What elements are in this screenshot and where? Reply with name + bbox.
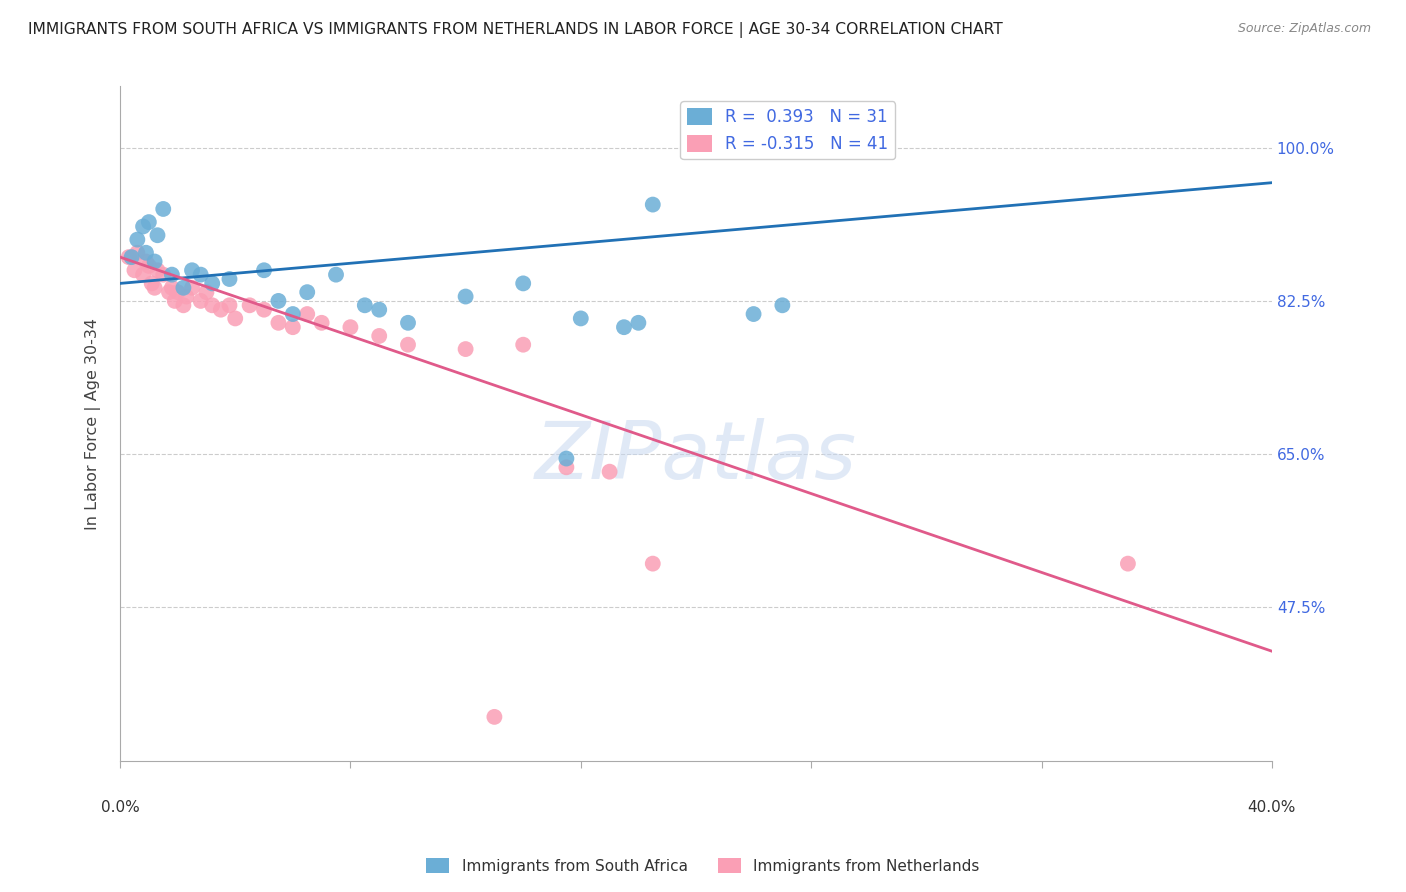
Point [127,245,149,260]
Point [281,320,304,334]
Point [209,302,232,317]
Point [166,285,188,300]
Point [555,460,578,475]
Text: Source: ZipAtlas.com: Source: ZipAtlas.com [1237,22,1371,36]
Point [297,307,319,321]
Y-axis label: In Labor Force | Age 30-34: In Labor Force | Age 30-34 [86,318,101,530]
Point [368,329,391,343]
Point [599,465,621,479]
Point [224,311,246,326]
Point [132,268,155,282]
Point [267,293,290,308]
Point [181,281,204,295]
Point [454,342,477,356]
Point [641,557,664,571]
Point [124,263,146,277]
Point [253,302,276,317]
Point [135,254,157,268]
Point [201,298,224,312]
Point [526,819,548,833]
Point [218,272,240,286]
Point [512,337,534,351]
Point [172,281,194,295]
Point [163,293,186,308]
Text: IMMIGRANTS FROM SOUTH AFRICA VS IMMIGRANTS FROM NETHERLANDS IN LABOR FORCE | AGE: IMMIGRANTS FROM SOUTH AFRICA VS IMMIGRAN… [28,22,1002,38]
Point [160,268,183,282]
Point [454,289,477,303]
Point [195,285,218,300]
Point [152,268,174,282]
Point [138,215,160,229]
Point [555,451,578,466]
Point [311,316,333,330]
Point [339,320,361,334]
Point [174,289,197,303]
Point [135,245,157,260]
Point [239,298,262,312]
Point [190,268,212,282]
Point [143,281,166,295]
Point [160,281,183,295]
Point [132,219,155,234]
Point [146,228,169,243]
Point [127,233,149,247]
Point [157,285,180,300]
Text: ZIPatlas: ZIPatlas [534,418,858,496]
Point [613,320,636,334]
Point [353,298,375,312]
Point [201,277,224,291]
Text: 40.0%: 40.0% [1247,799,1296,814]
Point [218,298,240,312]
Point [396,316,419,330]
Point [152,202,174,216]
Point [641,197,664,211]
Point [141,277,163,291]
Point [172,298,194,312]
Point [325,268,347,282]
Point [368,302,391,317]
Point [1116,557,1139,571]
Point [181,263,204,277]
Text: 0.0%: 0.0% [101,799,139,814]
Point [121,250,143,264]
Point [569,828,592,842]
Point [297,285,319,300]
Point [118,250,141,264]
Point [190,293,212,308]
Point [253,263,276,277]
Point [569,311,592,326]
Legend: R =  0.393   N = 31, R = -0.315   N = 41: R = 0.393 N = 31, R = -0.315 N = 41 [681,102,896,160]
Point [146,263,169,277]
Point [138,259,160,273]
Point [770,298,793,312]
Point [627,316,650,330]
Point [396,337,419,351]
Point [281,307,304,321]
Point [512,277,534,291]
Point [742,307,765,321]
Point [267,316,290,330]
Point [143,254,166,268]
Legend: Immigrants from South Africa, Immigrants from Netherlands: Immigrants from South Africa, Immigrants… [420,852,986,880]
Point [484,710,506,724]
